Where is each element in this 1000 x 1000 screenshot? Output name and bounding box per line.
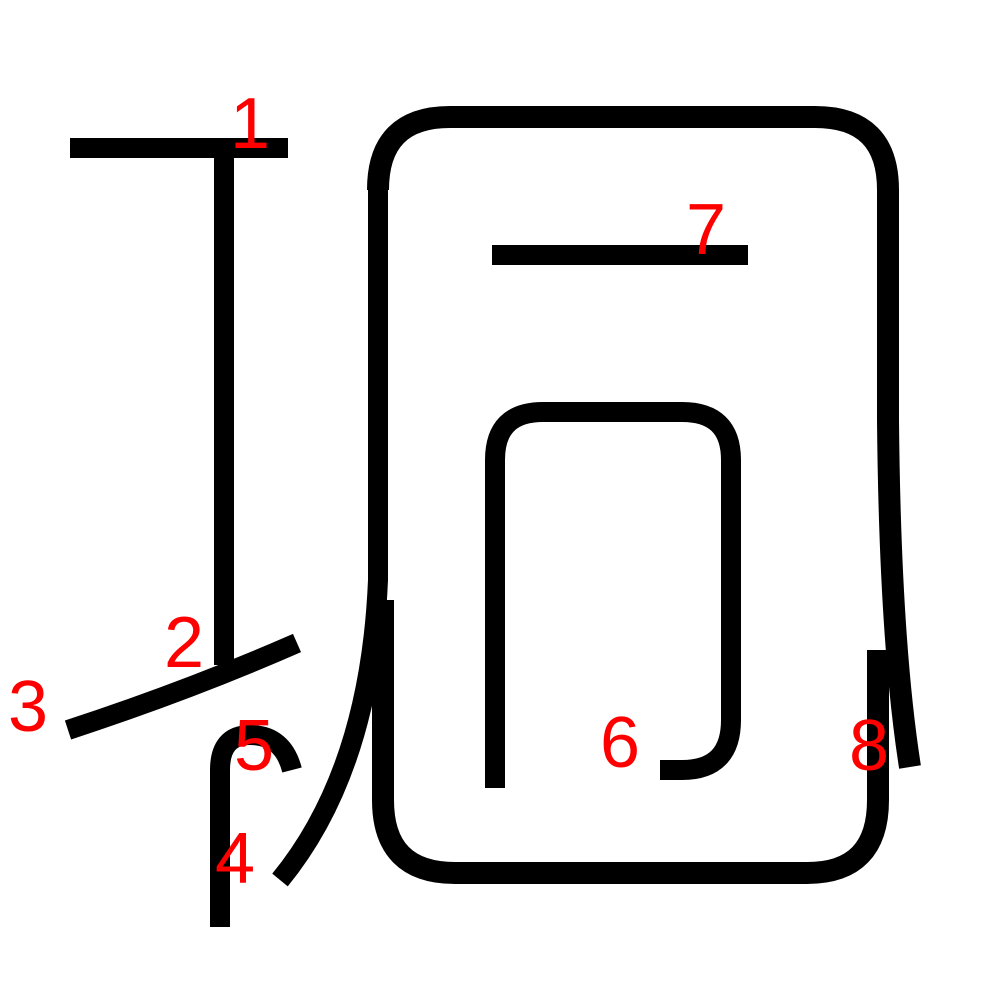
stroke-number-1: 1: [230, 84, 270, 164]
stroke-5-path: [210, 725, 302, 927]
stroke-8-path: [367, 106, 921, 769]
character-strokes: [64, 106, 921, 927]
stroke-number-7: 7: [686, 190, 726, 270]
stroke-number-8: 8: [849, 706, 889, 786]
stroke-number-2: 2: [164, 603, 204, 683]
stroke-number-3: 3: [8, 667, 48, 747]
stroke-6-path: [485, 402, 741, 788]
stroke-numbers: 1 2 3 4 5 6 7 8: [8, 84, 889, 899]
stroke-3-path: [64, 633, 302, 740]
stroke-number-6: 6: [600, 703, 640, 783]
stroke-number-5: 5: [234, 706, 274, 786]
stroke-number-4: 4: [215, 819, 255, 899]
stroke-8-frame-lower: [372, 600, 889, 884]
